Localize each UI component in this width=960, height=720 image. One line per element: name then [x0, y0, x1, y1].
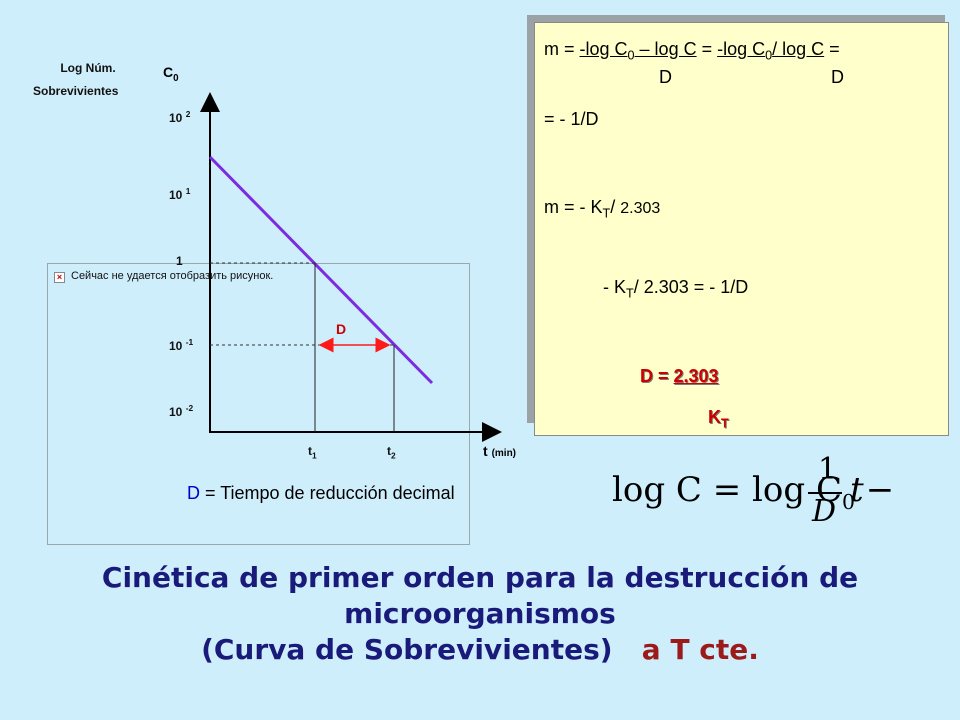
- formula-box: m = -log C0 – log C = -log C0/ log C = D…: [534, 22, 949, 436]
- log-formula-denominator: D: [812, 494, 837, 529]
- log-formula: log C = log C0 − 1 D t: [612, 452, 894, 532]
- t1-label: t1: [308, 444, 317, 461]
- y-tick-10-2: 10 2: [169, 109, 191, 125]
- log-formula-lhs: log C = log C0 −: [612, 470, 895, 514]
- slope-denominator-2: D: [831, 67, 844, 87]
- slope-equation: m = -log C0 – log C = -log C0/ log C =: [544, 39, 840, 63]
- c0-label: C0: [163, 64, 179, 84]
- d-result: D = 2.303: [640, 366, 719, 386]
- y-tick-10-minus2: 10 -2: [169, 403, 194, 419]
- title-line1: Cinética de primer orden para la destruc…: [101, 561, 859, 594]
- broken-image-icon: ×: [54, 272, 65, 283]
- y-tick-10-1: 10 1: [169, 186, 191, 202]
- slope-kt: m = - KT/ 2.303: [544, 197, 661, 221]
- x-axis-label: t (min): [483, 443, 517, 459]
- d-marker-label: D: [336, 321, 347, 337]
- y-tick-10-minus1: 10 -1: [169, 337, 194, 353]
- kt-equality: - KT/ 2.303 = - 1/D: [603, 277, 749, 301]
- y-axis-label-line1: Log Núm.: [60, 61, 116, 75]
- d-definition: D = Tiempo de reducción decimal: [187, 483, 455, 503]
- slide-title: Cinética de primer orden para la destruc…: [40, 560, 920, 668]
- y-tick-1: 1: [176, 254, 183, 268]
- title-line3: (Curva de Sobrevivientes) a T cte.: [201, 633, 759, 666]
- log-formula-t: t: [850, 470, 864, 510]
- fraction-bar: [808, 492, 842, 494]
- y-axis-label-line2: Sobrevivientes: [33, 84, 119, 98]
- title-line2: microorganismos: [344, 597, 616, 630]
- d-result-denominator: KT: [708, 407, 729, 431]
- broken-image-text: Сейчас не удается отобразить рисунок.: [71, 270, 274, 282]
- log-formula-numerator: 1: [818, 452, 838, 487]
- t2-label: t2: [387, 444, 396, 461]
- slope-result: = - 1/D: [544, 109, 599, 129]
- slope-denominator-1: D: [659, 67, 672, 87]
